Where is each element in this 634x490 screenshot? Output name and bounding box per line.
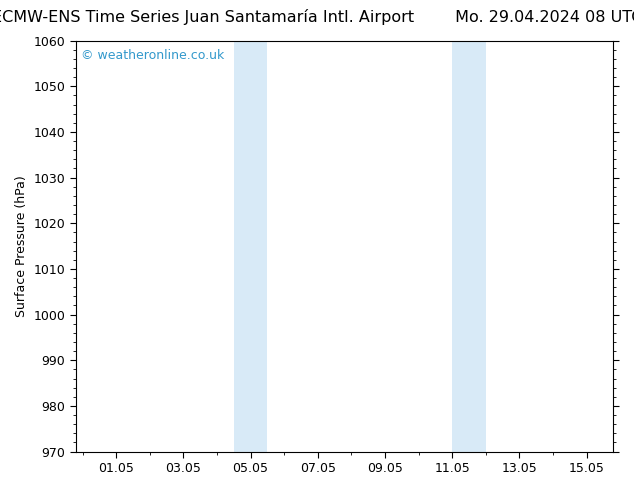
Y-axis label: Surface Pressure (hPa): Surface Pressure (hPa) bbox=[15, 175, 28, 317]
Bar bbox=[234, 41, 268, 452]
Text: ECMW-ENS Time Series Juan Santamaría Intl. Airport        Mo. 29.04.2024 08 UTC: ECMW-ENS Time Series Juan Santamaría Int… bbox=[0, 9, 634, 25]
Bar bbox=[452, 41, 486, 452]
Text: © weatheronline.co.uk: © weatheronline.co.uk bbox=[81, 49, 224, 62]
